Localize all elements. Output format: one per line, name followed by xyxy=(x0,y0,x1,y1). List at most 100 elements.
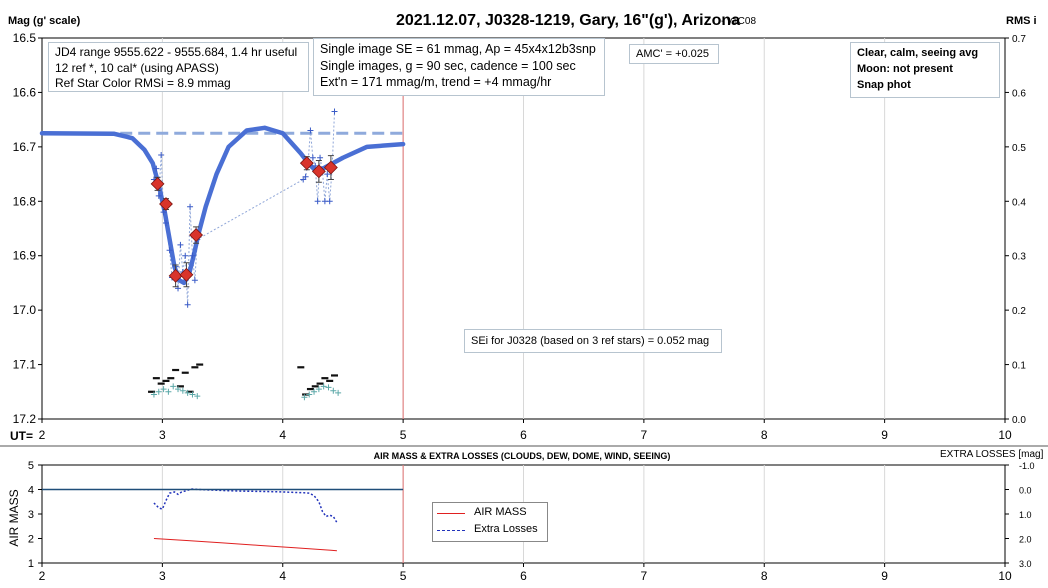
lower-x-tick-label: 8 xyxy=(761,569,768,583)
lower-x-tick-label: 10 xyxy=(998,569,1012,583)
y2-tick-label: 0.1 xyxy=(1012,361,1026,372)
raw-data-point xyxy=(191,277,198,284)
lower-x-tick-label: 4 xyxy=(279,569,286,583)
info-line: Single image SE = 61 mmag, Ap = 45x4x12b… xyxy=(320,42,596,56)
y-tick-label: 16.6 xyxy=(13,85,37,99)
condition-line: Moon: not present xyxy=(857,63,953,75)
lower-y2-tick-label: 0.0 xyxy=(1019,486,1032,496)
y-axis-label-left: Mag (g' scale) xyxy=(8,15,81,27)
check-star-marker xyxy=(150,391,157,398)
legend-item-airmass: AIR MASS xyxy=(433,505,547,521)
info-line: Single images, g = 90 sec, cadence = 100… xyxy=(320,58,576,73)
lower-y2-tick-label: 1.0 xyxy=(1019,510,1032,520)
info-line: JD4 range 9555.622 - 9555.684, 1.4 hr us… xyxy=(55,45,298,59)
check-star-marker xyxy=(301,394,308,401)
y2-tick-label: 0.5 xyxy=(1012,143,1026,154)
x-tick-label: 10 xyxy=(998,428,1012,442)
y-axis-label-right: RMS i xyxy=(1006,15,1037,27)
info-box-observing: JD4 range 9555.622 - 9555.684, 1.4 hr us… xyxy=(48,42,309,92)
losses-swatch xyxy=(437,530,465,531)
raw-data-point xyxy=(155,192,162,199)
check-star-marker xyxy=(184,389,191,396)
legend-item-losses: Extra Losses xyxy=(433,522,547,538)
x-tick-label: 9 xyxy=(881,428,888,442)
info-box-exposure: Single image SE = 61 mmag, Ap = 45x4x12b… xyxy=(313,38,605,96)
check-star-marker xyxy=(155,388,162,395)
chart-title: 2021.12.07, J0328-1219, Gary, 16"(g'), A… xyxy=(396,12,740,29)
binned-data-point xyxy=(159,197,173,211)
y2-tick-label: 0.7 xyxy=(1012,34,1026,45)
lower-x-tick-label: 7 xyxy=(641,569,648,583)
condition-line: Clear, calm, seeing avg xyxy=(857,47,979,59)
raw-data-point xyxy=(309,154,316,161)
binned-data-point xyxy=(323,160,338,175)
check-star-marker xyxy=(335,389,342,396)
check-star-marker xyxy=(320,383,327,390)
check-star-marker xyxy=(311,388,318,395)
lower-panel-title: AIR MASS & EXTRA LOSSES (CLOUDS, DEW, DO… xyxy=(374,451,671,461)
y-tick-label: 16.7 xyxy=(13,140,37,154)
x-tick-label: 6 xyxy=(520,428,527,442)
y-tick-label: 17.2 xyxy=(13,412,37,426)
legend-label: Extra Losses xyxy=(474,523,538,535)
y-tick-label: 17.0 xyxy=(13,303,37,317)
raw-data-point xyxy=(331,108,338,115)
raw-data-point xyxy=(302,173,309,180)
raw-data-point xyxy=(162,220,169,227)
raw-data-point xyxy=(189,252,196,259)
y-tick-label: 17.1 xyxy=(13,358,37,372)
check-star-marker xyxy=(170,383,177,390)
y2-tick-label: 0.3 xyxy=(1012,252,1026,263)
check-star-marker xyxy=(165,388,172,395)
airmass-line xyxy=(153,538,337,552)
legend-label: AIR MASS xyxy=(474,506,527,518)
lower-x-tick-label: 5 xyxy=(400,569,407,583)
check-star-marker xyxy=(160,386,167,393)
lower-y-tick-label: 3 xyxy=(28,509,34,521)
y-tick-label: 16.5 xyxy=(13,31,37,45)
raw-data-point xyxy=(312,162,319,169)
airmass-swatch xyxy=(437,513,465,514)
raw-data-point xyxy=(166,247,173,254)
check-star-marker xyxy=(306,391,313,398)
y-tick-label: 16.8 xyxy=(13,194,37,208)
version-label: - v1C08 xyxy=(721,16,756,27)
lower-y2-tick-label: 3.0 xyxy=(1019,559,1032,569)
lower-y-label-left: AIR MASS xyxy=(7,489,21,546)
y2-tick-label: 0.0 xyxy=(1012,415,1026,426)
binned-data-point xyxy=(189,228,204,242)
extra-losses-line xyxy=(153,488,338,523)
info-line: 12 ref *, 10 cal* (using APASS) xyxy=(55,60,219,75)
binned-data-point xyxy=(179,267,194,282)
lower-y2-tick-label: 2.0 xyxy=(1019,535,1032,545)
raw-data-point xyxy=(324,171,331,178)
check-star-marker xyxy=(315,386,322,393)
raw-data-point xyxy=(317,154,324,161)
lower-y-tick-label: 4 xyxy=(28,485,34,497)
info-line: Ref Star Color RMSi = 8.9 mmag xyxy=(55,76,231,90)
check-star-marker xyxy=(194,393,201,400)
y2-tick-label: 0.4 xyxy=(1012,197,1026,208)
lower-x-tick-label: 6 xyxy=(520,569,527,583)
raw-data-point xyxy=(153,165,160,172)
check-star-marker xyxy=(325,384,332,391)
x-tick-label: 7 xyxy=(641,428,648,442)
x-tick-label: 8 xyxy=(761,428,768,442)
raw-data-point xyxy=(314,198,321,205)
amc-box: AMC' = +0.025 xyxy=(629,44,719,64)
raw-data-point xyxy=(160,209,167,216)
raw-data-point xyxy=(177,241,184,248)
check-star-marker xyxy=(330,387,337,394)
ut-axis-label: UT= xyxy=(10,429,33,443)
check-star-marker xyxy=(179,387,186,394)
conditions-box: Clear, calm, seeing avg Moon: not presen… xyxy=(850,42,1000,98)
binned-data-point xyxy=(299,156,314,171)
binned-data-point xyxy=(311,164,326,179)
x-tick-label: 3 xyxy=(159,428,166,442)
check-star-marker xyxy=(175,386,182,393)
lower-y2-tick-label: -1.0 xyxy=(1019,461,1035,471)
raw-data-point xyxy=(182,252,189,259)
lower-y-label-right: EXTRA LOSSES [mag] xyxy=(940,449,1044,460)
lower-y-tick-label: 5 xyxy=(28,460,34,472)
